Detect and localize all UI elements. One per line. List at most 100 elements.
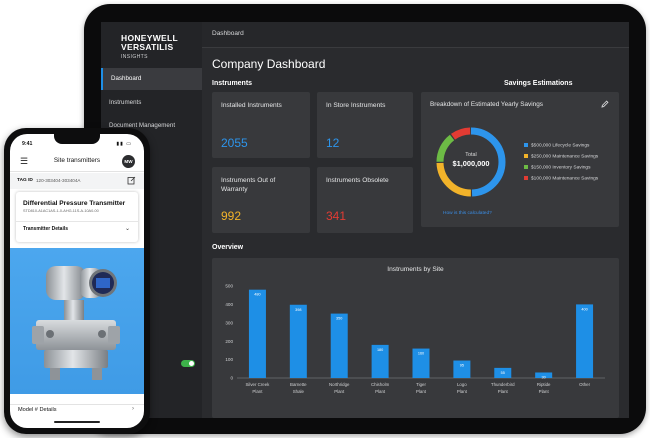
sidebar-item-dashboard[interactable]: Dashboard	[101, 68, 202, 90]
hamburger-menu-icon[interactable]: ☰	[20, 156, 29, 166]
x-tick-label: Chisholm	[371, 382, 390, 387]
sidebar-item-instruments[interactable]: Instruments	[109, 99, 142, 106]
bar-value-label: 30	[542, 375, 546, 379]
pressure-transmitter-image	[32, 266, 120, 380]
instruments-section-title: Instruments	[212, 80, 253, 87]
theme-toggle[interactable]	[181, 360, 195, 367]
card-obsolete[interactable]: Instruments Obsolete 341	[317, 167, 413, 233]
savings-calculation-link[interactable]: How is this calculated?	[443, 211, 492, 216]
card-installed-instruments[interactable]: Installed Instruments 2055	[212, 92, 310, 158]
model-details-label: Model # Details	[18, 407, 57, 413]
brand-sub: INSIGHTS	[121, 54, 148, 60]
bar-2[interactable]	[330, 313, 348, 378]
chevron-right-icon: ›	[132, 406, 134, 412]
legend-label: $100,000 Maintenance Savings	[531, 176, 599, 182]
tag-bar: TAG ID 120-303404-303404A	[10, 173, 144, 189]
brand-logo: HONEYWELL VERSATILIS INSIGHTS	[121, 34, 178, 62]
card-in-store-instruments[interactable]: In Store Instruments 12	[317, 92, 413, 158]
legend-label: $150,000 Inventory Savings	[531, 165, 591, 171]
battery-icon: ▭	[126, 141, 132, 147]
chart-title: Instruments by Site	[387, 266, 444, 273]
x-tick-label: Silver Creek	[245, 382, 270, 387]
savings-title: Breakdown of Estimated Yearly Savings	[430, 101, 543, 108]
y-tick-label: 0	[230, 376, 233, 381]
device-name: Differential Pressure Transmitter	[23, 200, 126, 207]
x-tick-label-line2: Shale	[293, 389, 305, 394]
sidebar-item-document-management[interactable]: Document Management	[109, 122, 176, 129]
home-indicator	[54, 421, 100, 423]
savings-section-title: Savings Estimations	[504, 80, 573, 87]
transmitter-details-toggle[interactable]: Transmitter Details	[23, 226, 69, 232]
tablet-screen: HONEYWELL VERSATILIS INSIGHTS Dashboard …	[101, 22, 629, 418]
phone-device: 9:41 ▮▮ ▭ ☰ Site transmitters MW TAG ID …	[4, 128, 150, 434]
x-tick-label: Northridge	[329, 382, 350, 387]
card-label: Installed Instruments	[221, 102, 282, 109]
tablet-device: HONEYWELL VERSATILIS INSIGHTS Dashboard …	[84, 4, 646, 434]
legend-swatch	[524, 165, 528, 169]
phone-notch	[54, 134, 100, 144]
card-value: 12	[326, 136, 340, 150]
bar-value-label: 180	[377, 348, 383, 352]
bar-4[interactable]	[412, 348, 430, 378]
status-icons: ▮▮ ▭	[116, 141, 132, 147]
legend-item: $500,000 Lifecycle Savings	[524, 143, 589, 148]
x-tick-label: Logo	[457, 382, 467, 387]
card-value: 341	[326, 209, 347, 223]
x-tick-label: Other	[579, 382, 591, 387]
phone-header: ☰ Site transmitters MW	[10, 150, 144, 172]
edit-icon[interactable]	[127, 176, 136, 185]
donut-total-label: Total	[465, 152, 477, 158]
breadcrumb[interactable]: Dashboard	[212, 30, 244, 37]
legend-label: $250,000 Maintenance Savings	[531, 154, 599, 160]
bar-6[interactable]	[494, 367, 512, 378]
brand-line1: HONEYWELL	[121, 33, 179, 43]
device-card: Differential Pressure Transmitter STD810…	[16, 192, 138, 242]
instruments-by-site-chart: 0 100 200 300 400 500 480 Silver Creek Plant 398 B…	[225, 284, 605, 394]
donut-total-value: $1,000,000	[452, 159, 490, 168]
x-tick-label: Thunderbird	[491, 382, 515, 387]
x-tick-label: Tiger	[416, 382, 426, 387]
x-tick-label: Riptide	[537, 382, 551, 387]
bar-value-label: 398	[295, 308, 301, 312]
card-value: 992	[221, 209, 242, 223]
overview-section-title: Overview	[212, 244, 244, 251]
bar-value-label: 350	[336, 317, 342, 321]
chevron-down-icon[interactable]: ⌄	[124, 226, 130, 232]
legend-swatch	[524, 154, 528, 158]
pencil-icon[interactable]	[601, 100, 609, 108]
card-value: 2055	[221, 136, 248, 150]
y-tick-label: 200	[225, 339, 233, 344]
status-time: 9:41	[22, 141, 33, 147]
bar-3[interactable]	[371, 344, 389, 378]
toggle-knob	[189, 361, 194, 366]
page-title: Company Dashboard	[212, 57, 326, 71]
phone-screen: 9:41 ▮▮ ▭ ☰ Site transmitters MW TAG ID …	[10, 134, 144, 428]
x-tick-label-line2: Plant	[498, 389, 509, 394]
card-label: Instruments Obsolete	[326, 177, 389, 184]
card-label: In Store Instruments	[326, 102, 386, 109]
legend-swatch	[524, 176, 528, 180]
y-tick-label: 300	[225, 320, 233, 325]
device-model-code: STD810-A1AC1AS-1-0-AHG-11S-A-10A0-00	[23, 209, 99, 213]
bar-5[interactable]	[453, 360, 471, 378]
y-tick-label: 400	[225, 302, 233, 307]
avatar[interactable]: MW	[122, 155, 135, 168]
signal-icon: ▮▮	[116, 141, 124, 147]
legend-item: $250,000 Maintenance Savings	[524, 154, 598, 159]
card-out-of-warranty[interactable]: Instruments Out of Warranty 992	[212, 167, 310, 233]
donut-slice-0	[436, 127, 506, 197]
bar-8[interactable]	[576, 304, 594, 378]
bar-7[interactable]	[535, 372, 553, 378]
savings-card: Breakdown of Estimated Yearly Savings To…	[421, 92, 619, 227]
bar-value-label: 95	[460, 364, 464, 368]
product-image-area	[10, 248, 144, 394]
card-label: Instruments Out of Warranty	[221, 177, 276, 193]
phone-header-title: Site transmitters	[53, 157, 101, 164]
model-details-row[interactable]: Model # Details ›	[10, 404, 144, 418]
bar-1[interactable]	[289, 304, 307, 378]
overview-chart-card: Instruments by Site 0 100 200 300 400 500 480 S…	[212, 258, 619, 418]
x-tick-label-line2: Plant	[334, 389, 345, 394]
x-tick-label-line2: Plant	[252, 389, 263, 394]
bar-0[interactable]	[248, 289, 266, 378]
legend-label: $500,000 Lifecycle Savings	[531, 143, 590, 149]
